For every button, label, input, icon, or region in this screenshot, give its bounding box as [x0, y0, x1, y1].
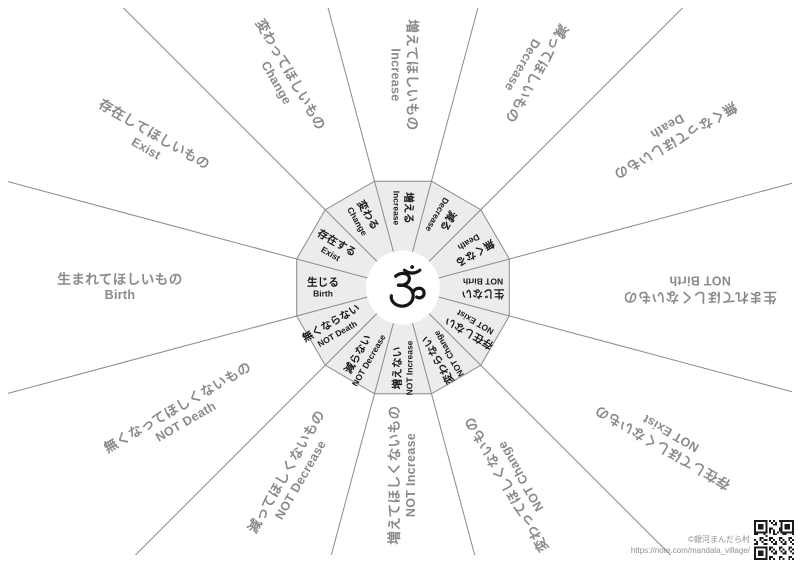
- wheel-sector-birth: 生じる Birth: [307, 276, 339, 299]
- footer-url[interactable]: https://note.com/mandala_village/: [630, 545, 750, 555]
- sector-ja-label: 増える: [402, 191, 415, 224]
- footer: ©銀河まんだら村 https://note.com/mandala_villag…: [631, 520, 794, 560]
- sector-en-label: Increase: [391, 190, 402, 225]
- sector-ja-label: 生じない: [461, 286, 505, 299]
- sector-ja-label: 生じる: [306, 276, 340, 289]
- outer-label-not-increase: 増えてほしくないもの NOT Increase: [387, 405, 420, 544]
- outer-en-label: Birth: [104, 288, 136, 303]
- sector-en-label: NOT Increase: [404, 340, 415, 395]
- outer-ja-label: 生まれてほしいもの: [57, 271, 183, 287]
- outer-label-not-birth: 生まれてほしくないもの NOT Birth: [623, 271, 777, 304]
- qr-code: [754, 520, 794, 560]
- wheel-sector-not-increase: 増えない NOT Increase: [392, 340, 415, 395]
- outer-ja-label: 生まれてほしくないもの: [623, 288, 777, 304]
- outer-ja-label: 増えてほしいもの: [404, 18, 420, 131]
- credit-block: ©銀河まんだら村 https://note.com/mandala_villag…: [631, 535, 750, 556]
- outer-ja-label: 増えてほしくないもの: [386, 404, 402, 545]
- wheel-sector-increase: 増える Increase: [392, 190, 415, 225]
- center-disc: [366, 250, 440, 325]
- outer-en-label: Increase: [388, 47, 403, 102]
- wheel-sector-not-birth: 生じない NOT Birth: [462, 276, 505, 299]
- sector-en-label: Birth: [313, 288, 333, 299]
- outer-label-birth: 生まれてほしいもの Birth: [57, 271, 183, 304]
- outer-en-label: NOT Increase: [403, 432, 418, 517]
- sector-ja-label: 増えない: [391, 346, 404, 389]
- om-icon: [389, 265, 426, 308]
- copyright-text: ©銀河まんだら村: [688, 535, 750, 545]
- outer-en-label: NOT Birth: [669, 272, 731, 287]
- sector-en-label: NOT Birth: [462, 276, 504, 287]
- outer-label-increase: 増えてほしいもの Increase: [387, 18, 420, 131]
